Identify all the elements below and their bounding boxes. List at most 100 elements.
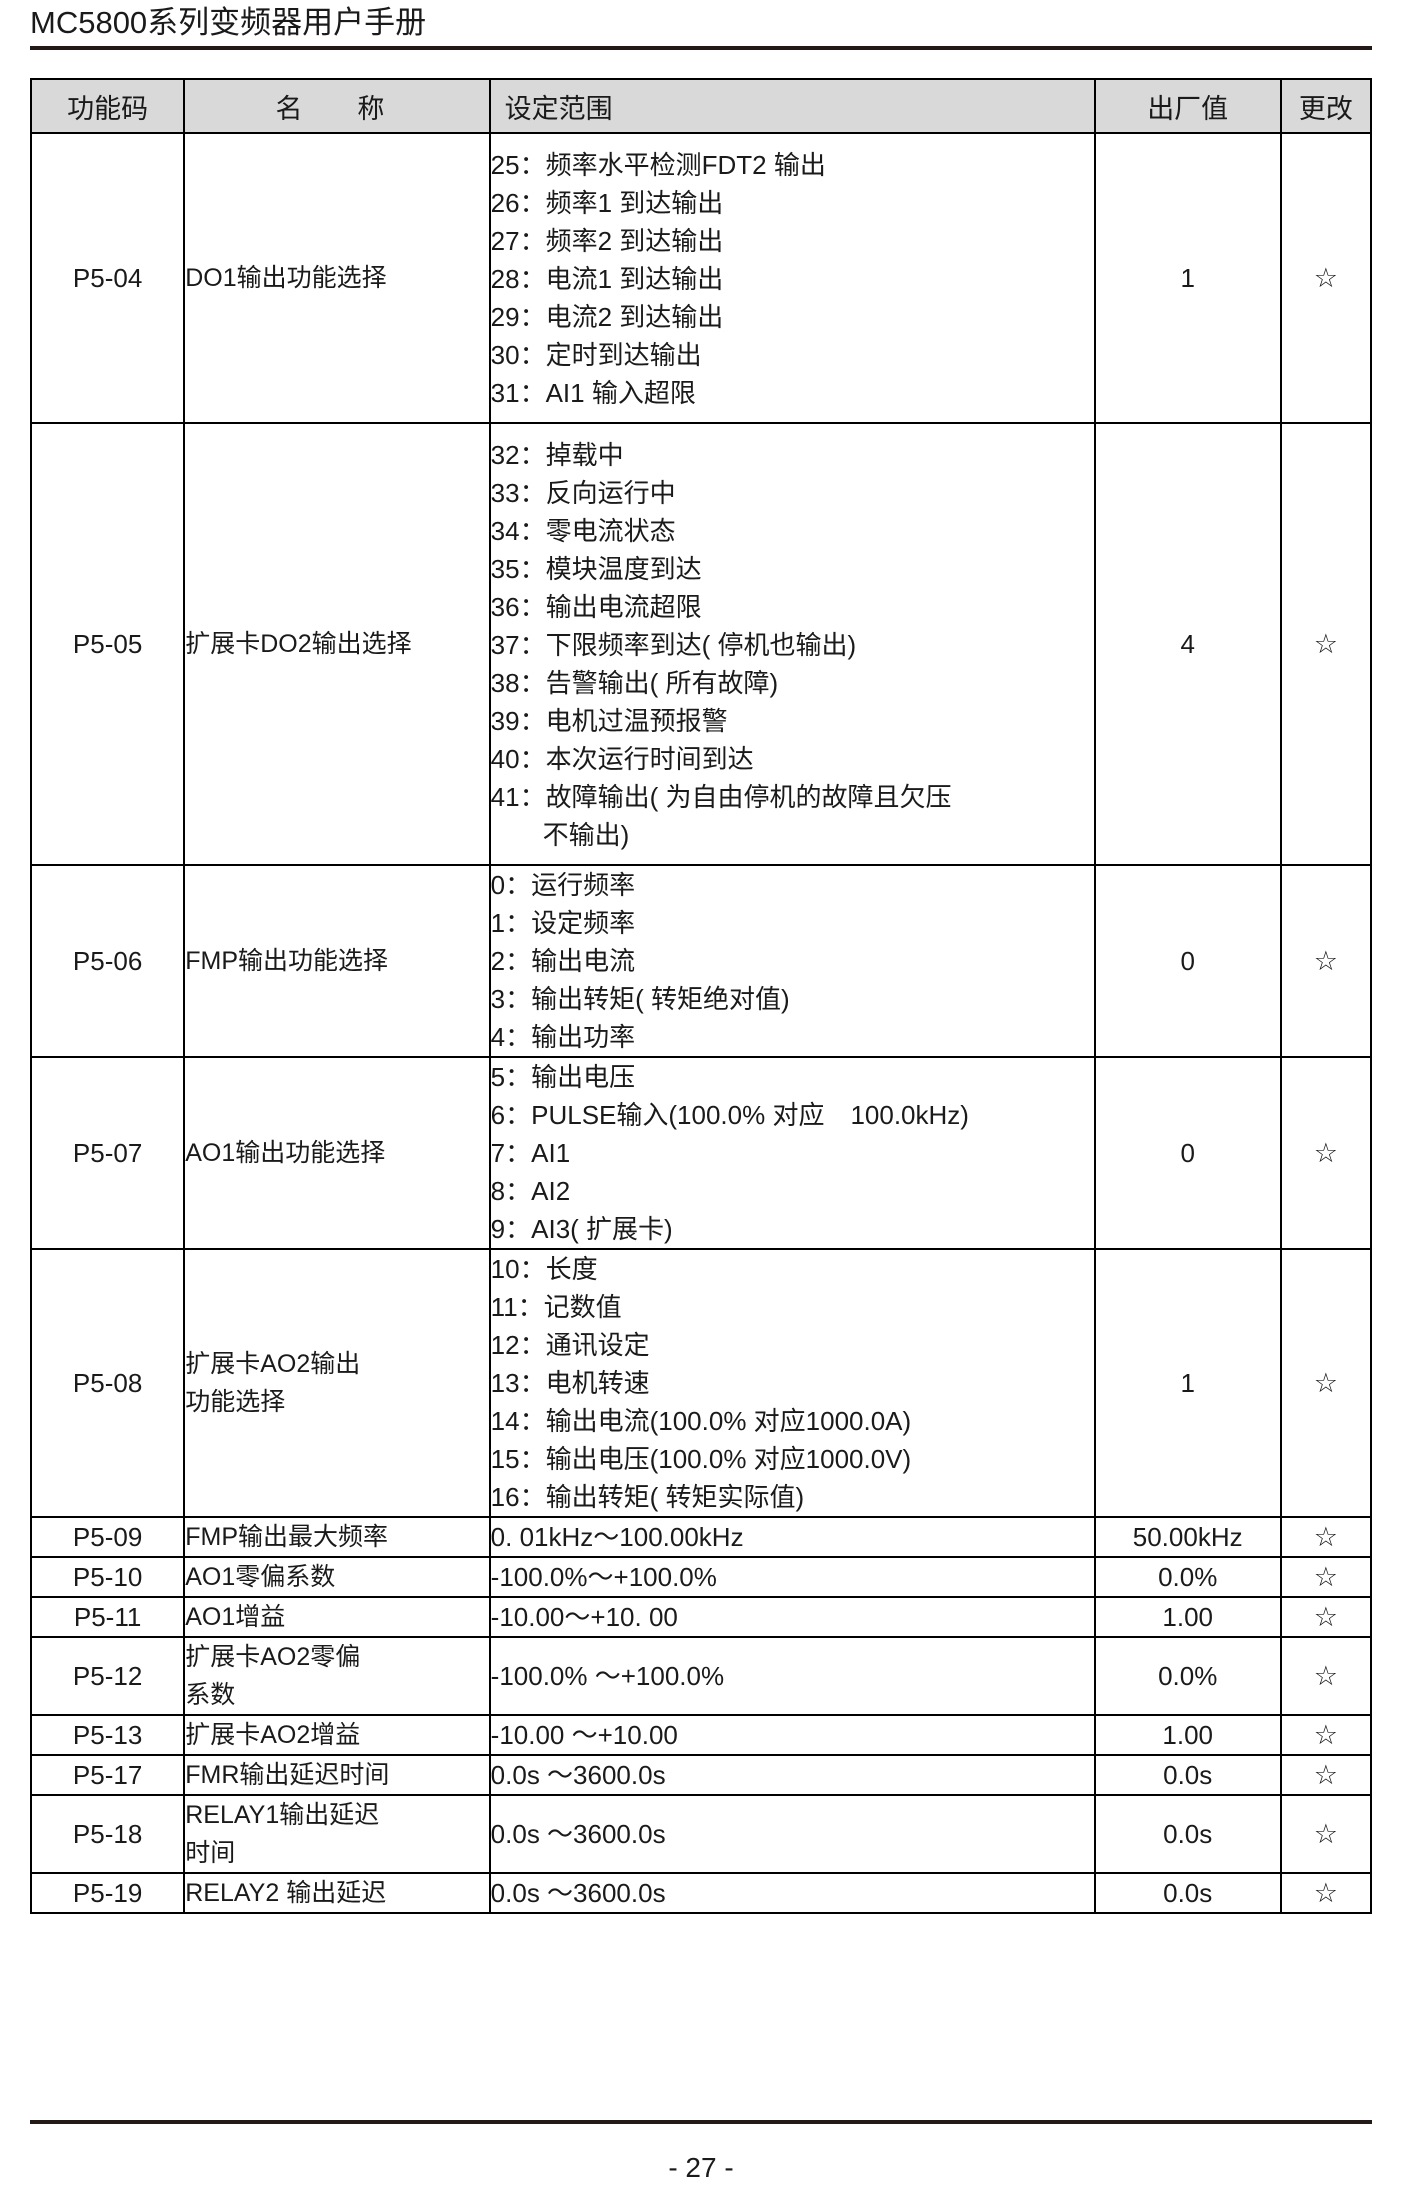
table-row: P5-07 AO1输出功能选择 5：输出电压 6：PULSE输入(100.0% … (29, 1056, 1373, 1250)
cell-setting-range: 10：长度 11：记数值 12：通讯设定 13：电机转速 14：输出电流(100… (488, 1248, 1096, 1518)
range-option: 32：掉载中 (490, 440, 624, 470)
cell-function-code: P5-18 (29, 1794, 186, 1874)
range-option: 34：零电流状态 (490, 516, 676, 546)
range-option: 26：频率1 到达输出 (490, 188, 724, 218)
star-icon: ☆ (1313, 1877, 1339, 1908)
cell-name: 扩展卡AO2增益 (183, 1714, 491, 1756)
cell-setting-range: 32：掉载中 33：反向运行中 34：零电流状态 35：模块温度到达 36：输出… (488, 422, 1096, 866)
table-row: P5-06 FMP输出功能选择 0：运行频率 1：设定频率 2：输出电流 3：输… (29, 864, 1373, 1058)
cell-function-code: P5-04 (29, 132, 186, 424)
cell-change-flag: ☆ (1279, 1516, 1373, 1558)
range-option: 3：输出转矩( 转矩绝对值) (490, 984, 790, 1014)
cell-change-flag: ☆ (1279, 1556, 1373, 1598)
range-option: 13：电机转速 (490, 1368, 650, 1398)
table-row: P5-10 AO1零偏系数 -100.0%～+100.0% 0.0% ☆ (29, 1556, 1373, 1598)
column-header-name: 名 称 (183, 78, 491, 134)
range-option: 36：输出电流超限 (490, 592, 702, 622)
cell-setting-range: -10.00～+10. 00 (488, 1596, 1096, 1638)
cell-function-code: P5-13 (29, 1714, 186, 1756)
star-icon: ☆ (1313, 1660, 1339, 1691)
cell-change-flag: ☆ (1279, 1872, 1373, 1914)
parameter-table-wrapper: 功能码 名 称 设定范围 出厂值 更改 P5-04 DO1输出功能选择 25：频… (29, 78, 1373, 1914)
range-option: 5：输出电压 (490, 1062, 636, 1092)
star-icon: ☆ (1313, 1818, 1339, 1849)
table-row: P5-11 AO1增益 -10.00～+10. 00 1.00 ☆ (29, 1596, 1373, 1638)
cell-function-code: P5-10 (29, 1556, 186, 1598)
cell-change-flag: ☆ (1279, 422, 1373, 866)
cell-factory-value: 0.0% (1093, 1556, 1282, 1598)
range-option: 11：记数值 (490, 1292, 622, 1322)
cell-function-code: P5-12 (29, 1636, 186, 1716)
cell-function-code: P5-09 (29, 1516, 186, 1558)
cell-name: 扩展卡DO2输出选择 (183, 422, 491, 866)
range-option: 10：长度 (490, 1254, 598, 1284)
column-header-code: 功能码 (29, 78, 186, 134)
cell-function-code: P5-05 (29, 422, 186, 866)
cell-name: FMP输出最大频率 (183, 1516, 491, 1558)
cell-setting-range: -100.0% ～+100.0% (488, 1636, 1096, 1716)
range-option: 25：频率水平检测FDT2 输出 (490, 150, 826, 180)
range-option: 9：AI3( 扩展卡) (490, 1214, 673, 1244)
cell-setting-range: -100.0%～+100.0% (488, 1556, 1096, 1598)
cell-name: RELAY1输出延迟 时间 (183, 1794, 491, 1874)
cell-function-code: P5-11 (29, 1596, 186, 1638)
page-number: - 27 - (668, 2152, 734, 2183)
range-option: 33：反向运行中 (490, 478, 676, 508)
star-icon: ☆ (1313, 262, 1339, 293)
cell-function-code: P5-08 (29, 1248, 186, 1518)
cell-name: DO1输出功能选择 (183, 132, 491, 424)
range-option: 6：PULSE输入(100.0% 对应 100.0kHz) (490, 1100, 969, 1130)
table-row: P5-12 扩展卡AO2零偏 系数 -100.0% ～+100.0% 0.0% … (29, 1636, 1373, 1716)
range-option: 12：通讯设定 (490, 1330, 650, 1360)
range-option: 8：AI2 (490, 1176, 571, 1206)
cell-factory-value: 1 (1093, 132, 1282, 424)
range-option: 38：告警输出( 所有故障) (490, 668, 779, 698)
table-header-row: 功能码 名 称 设定范围 出厂值 更改 (29, 78, 1373, 134)
cell-setting-range: -10.00 ～+10.00 (488, 1714, 1096, 1756)
cell-change-flag: ☆ (1279, 1714, 1373, 1756)
cell-function-code: P5-17 (29, 1754, 186, 1796)
star-icon: ☆ (1313, 1367, 1339, 1398)
page-footer: - 27 - (30, 2120, 1372, 2184)
range-option: 40：本次运行时间到达 (490, 744, 754, 774)
range-option: 4：输出功率 (490, 1022, 636, 1052)
cell-name: FMR输出延迟时间 (183, 1754, 491, 1796)
cell-setting-range: 0.0s ～3600.0s (488, 1754, 1096, 1796)
cell-function-code: P5-06 (29, 864, 186, 1058)
cell-function-code: P5-07 (29, 1056, 186, 1250)
cell-setting-range: 25：频率水平检测FDT2 输出 26：频率1 到达输出 27：频率2 到达输出… (488, 132, 1096, 424)
range-option: 30：定时到达输出 (490, 340, 702, 370)
table-row: P5-17 FMR输出延迟时间 0.0s ～3600.0s 0.0s ☆ (29, 1754, 1373, 1796)
cell-setting-range: 0. 01kHz～100.00kHz (488, 1516, 1096, 1558)
table-row: P5-19 RELAY2 输出延迟 0.0s ～3600.0s 0.0s ☆ (29, 1872, 1373, 1914)
table-row: P5-08 扩展卡AO2输出 功能选择 10：长度 11：记数值 12：通讯设定… (29, 1248, 1373, 1518)
cell-name: AO1零偏系数 (183, 1556, 491, 1598)
cell-factory-value: 50.00kHz (1093, 1516, 1282, 1558)
range-option: 39：电机过温预报警 (490, 706, 728, 736)
cell-name: FMP输出功能选择 (183, 864, 491, 1058)
cell-factory-value: 0 (1093, 864, 1282, 1058)
star-icon: ☆ (1313, 1561, 1339, 1592)
page-header: MC5800系列变频器用户手册 (30, 0, 1372, 50)
column-header-change: 更改 (1279, 78, 1373, 134)
running-title: MC5800系列变频器用户手册 (30, 5, 427, 40)
cell-factory-value: 4 (1093, 422, 1282, 866)
cell-name: AO1输出功能选择 (183, 1056, 491, 1250)
cell-change-flag: ☆ (1279, 1636, 1373, 1716)
star-icon: ☆ (1313, 628, 1339, 659)
range-option-continuation: 不输出) (542, 820, 630, 850)
cell-name: 扩展卡AO2输出 功能选择 (183, 1248, 491, 1518)
cell-change-flag: ☆ (1279, 1754, 1373, 1796)
range-option: 14：输出电流(100.0% 对应1000.0A) (490, 1406, 912, 1436)
table-row: P5-13 扩展卡AO2增益 -10.00 ～+10.00 1.00 ☆ (29, 1714, 1373, 1756)
range-option: 29：电流2 到达输出 (490, 302, 724, 332)
column-header-range: 设定范围 (488, 78, 1096, 134)
range-option: 15：输出电压(100.0% 对应1000.0V) (490, 1444, 912, 1474)
cell-name: AO1增益 (183, 1596, 491, 1638)
cell-factory-value: 0.0s (1093, 1794, 1282, 1874)
range-option: 1：设定频率 (490, 908, 636, 938)
range-option: 27：频率2 到达输出 (490, 226, 724, 256)
range-option: 0：运行频率 (490, 870, 636, 900)
cell-factory-value: 0.0% (1093, 1636, 1282, 1716)
range-option: 41：故障输出( 为自由停机的故障且欠压 (490, 782, 952, 812)
